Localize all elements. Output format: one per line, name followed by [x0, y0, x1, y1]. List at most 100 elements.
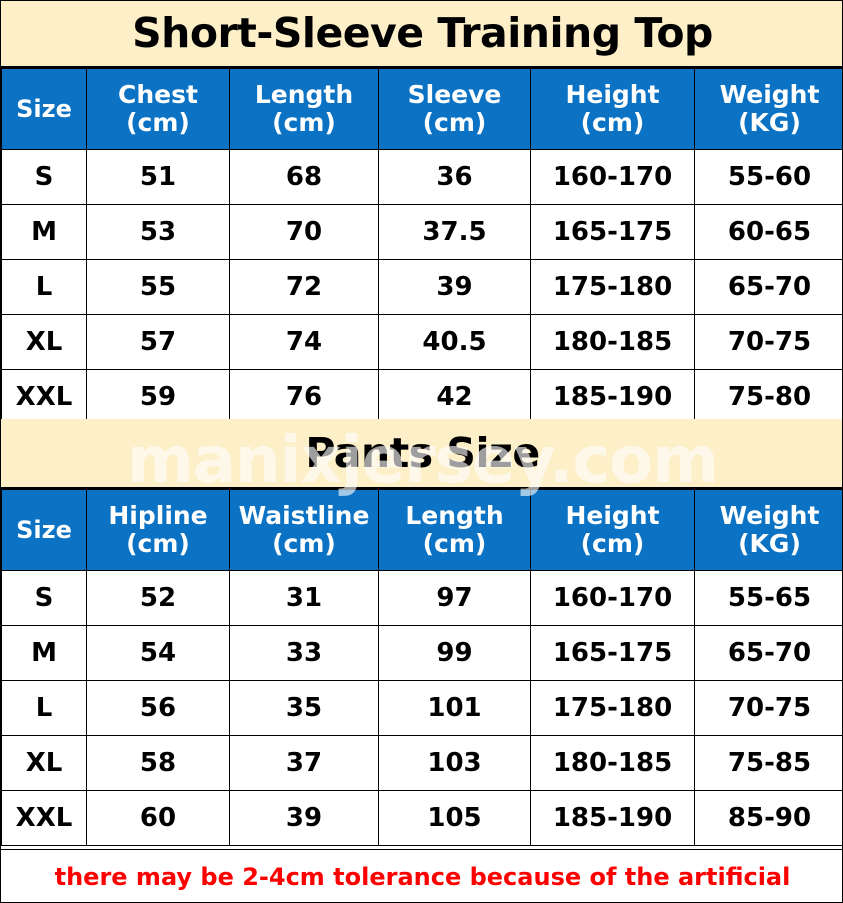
column-header-height-label: Height	[565, 80, 660, 109]
bottom-section-title: Pants Size	[305, 428, 540, 477]
column-header-hipline-label: Hipline	[108, 501, 208, 530]
training-top-size-table: Size Chest (cm) Length (cm)	[1, 68, 842, 425]
cell-weight: 70-75	[694, 680, 842, 736]
pants-table-head: Size Hipline (cm) Waistline (cm)	[1, 489, 842, 571]
cell-waistline: 33	[229, 625, 379, 681]
table-header-row: Size Hipline (cm) Waistline (cm)	[1, 489, 842, 571]
top-section-title-band: Short-Sleeve Training Top	[1, 1, 842, 68]
column-header-size: Size	[1, 68, 87, 150]
cell-chest: 59	[86, 369, 230, 425]
column-header-height-label: Height	[565, 501, 660, 530]
cell-height: 165-175	[530, 204, 695, 260]
cell-waistline: 39	[229, 790, 379, 846]
column-header-weight-label: Weight	[719, 501, 820, 530]
cell-length: 74	[229, 314, 379, 370]
bottom-section-title-band: Pants Size	[1, 419, 842, 489]
cell-sleeve: 40.5	[378, 314, 531, 370]
tolerance-note-text: there may be 2-4cm tolerance because of …	[54, 862, 791, 891]
column-header-height: Height (cm)	[530, 68, 695, 150]
cell-size: L	[1, 259, 87, 315]
column-header-length-label: Length	[405, 501, 504, 530]
column-header-length: Length (cm)	[378, 489, 531, 571]
tolerance-note-band: there may be 2-4cm tolerance because of …	[1, 849, 842, 902]
column-header-hipline-unit: (cm)	[126, 529, 190, 558]
column-header-length-unit: (cm)	[422, 529, 487, 558]
cell-hipline: 52	[86, 570, 230, 626]
cell-length: 68	[229, 149, 379, 205]
table-row: XXL 59 76 42 185-190 75-80	[1, 369, 842, 425]
table-row: XXL 60 39 105 185-190 85-90	[1, 790, 842, 846]
cell-height: 180-185	[530, 735, 695, 791]
cell-weight: 70-75	[694, 314, 842, 370]
cell-weight: 75-85	[694, 735, 842, 791]
cell-hipline: 54	[86, 625, 230, 681]
cell-size: M	[1, 204, 87, 260]
column-header-chest-unit: (cm)	[126, 108, 190, 137]
cell-hipline: 58	[86, 735, 230, 791]
cell-size: XL	[1, 314, 87, 370]
cell-waistline: 35	[229, 680, 379, 736]
cell-sleeve: 39	[378, 259, 531, 315]
table-row: L 56 35 101 175-180 70-75	[1, 680, 842, 736]
cell-height: 160-170	[530, 570, 695, 626]
table-row: XL 57 74 40.5 180-185 70-75	[1, 314, 842, 370]
cell-weight: 85-90	[694, 790, 842, 846]
table-row: L 55 72 39 175-180 65-70	[1, 259, 842, 315]
cell-weight: 55-60	[694, 149, 842, 205]
column-header-chest-label: Chest	[118, 80, 198, 109]
cell-weight: 65-70	[694, 259, 842, 315]
cell-height: 160-170	[530, 149, 695, 205]
column-header-waistline-unit: (cm)	[272, 529, 336, 558]
column-header-waistline-label: Waistline	[238, 501, 370, 530]
column-header-weight-unit: (KG)	[738, 529, 801, 558]
cell-height: 185-190	[530, 790, 695, 846]
column-header-hipline: Hipline (cm)	[86, 489, 230, 571]
table-row: M 53 70 37.5 165-175 60-65	[1, 204, 842, 260]
cell-length: 105	[378, 790, 531, 846]
cell-chest: 51	[86, 149, 230, 205]
cell-weight: 60-65	[694, 204, 842, 260]
cell-length: 70	[229, 204, 379, 260]
column-header-length-unit: (cm)	[272, 108, 336, 137]
table-row: M 54 33 99 165-175 65-70	[1, 625, 842, 681]
column-header-sleeve-label: Sleeve	[407, 80, 502, 109]
column-header-sleeve: Sleeve (cm)	[378, 68, 531, 150]
column-header-waistline: Waistline (cm)	[229, 489, 379, 571]
cell-height: 175-180	[530, 259, 695, 315]
column-header-size-label: Size	[16, 94, 72, 123]
cell-length: 76	[229, 369, 379, 425]
column-header-weight: Weight (KG)	[694, 489, 842, 571]
cell-chest: 55	[86, 259, 230, 315]
cell-size: XXL	[1, 790, 87, 846]
cell-length: 101	[378, 680, 531, 736]
cell-height: 180-185	[530, 314, 695, 370]
table-row: XL 58 37 103 180-185 75-85	[1, 735, 842, 791]
column-header-height-unit: (cm)	[580, 529, 645, 558]
cell-size: S	[1, 570, 87, 626]
cell-weight: 65-70	[694, 625, 842, 681]
cell-chest: 53	[86, 204, 230, 260]
column-header-length: Length (cm)	[229, 68, 379, 150]
pants-table-body: S 52 31 97 160-170 55-65 M 54 33 99 165-…	[1, 570, 842, 846]
cell-waistline: 37	[229, 735, 379, 791]
cell-height: 175-180	[530, 680, 695, 736]
cell-sleeve: 42	[378, 369, 531, 425]
table-header-row: Size Chest (cm) Length (cm)	[1, 68, 842, 150]
cell-height: 185-190	[530, 369, 695, 425]
cell-size: XL	[1, 735, 87, 791]
cell-size: S	[1, 149, 87, 205]
cell-height: 165-175	[530, 625, 695, 681]
cell-sleeve: 36	[378, 149, 531, 205]
column-header-height: Height (cm)	[530, 489, 695, 571]
cell-chest: 57	[86, 314, 230, 370]
table-row: S 52 31 97 160-170 55-65	[1, 570, 842, 626]
cell-hipline: 56	[86, 680, 230, 736]
cell-size: M	[1, 625, 87, 681]
column-header-size: Size	[1, 489, 87, 571]
column-header-weight-label: Weight	[719, 80, 820, 109]
top-section-title: Short-Sleeve Training Top	[132, 9, 713, 57]
column-header-length-label: Length	[254, 80, 354, 109]
training-top-table-head: Size Chest (cm) Length (cm)	[1, 68, 842, 150]
column-header-size-label: Size	[16, 515, 72, 544]
